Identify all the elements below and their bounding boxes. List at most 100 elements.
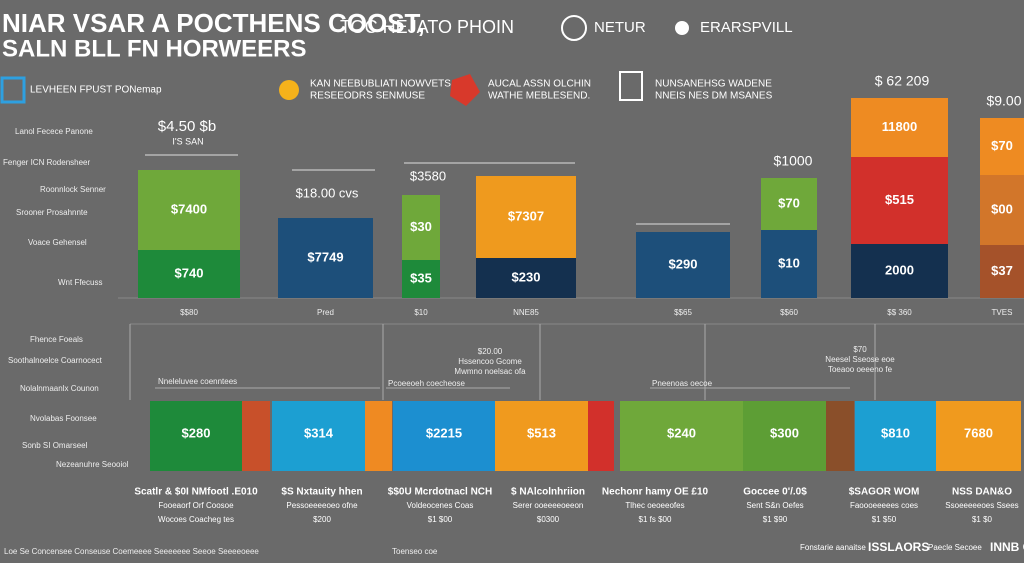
legend-text: LEVHEEN FPUST PONemap [30,85,162,96]
house-icon [0,76,26,104]
caption: $0300 [537,515,560,524]
caption: $$0U Mcrdotnacl NCH [388,487,492,498]
bar-annotation: $9.00 [986,93,1021,109]
side-label: Nvolabas Foonsee [30,414,97,423]
bar-segment [851,157,948,244]
legend-text: AUCAL ASSN OLCHIN [488,79,591,90]
x-label: $$80 [180,308,198,317]
annotation: Mwmno noelsac ofa [454,367,526,376]
bar-label: $515 [885,192,914,207]
bar-segment [476,176,576,258]
side-label: Roonnlock Senner [40,185,106,194]
x-label: Pred [317,308,334,317]
bar-annotation: $ 62 209 [875,73,930,89]
strip-segment [495,401,588,471]
bar-annotation: I'S SAN [172,136,203,146]
bar-annotation: $4.50 $b [158,118,216,135]
bar-segment [980,118,1024,175]
side-label: Lanol Fecece Panone [15,127,93,136]
footer-text: Fonstarie aanaitse [800,543,866,552]
center-heading: TOC HEJATO PHOIN [340,17,514,37]
side-label: Sonb SI Omarseel [22,441,88,450]
side-label: Wnt Ffecuss [58,278,102,287]
caption: Ssoeeeeeoes Ssees [945,501,1018,510]
bar-label: $70 [778,195,800,210]
caption: $1 fs $00 [639,515,672,524]
side-label: Fhence Foeals [30,335,83,344]
side-label: Voace Gehensel [28,238,87,247]
side-label: Nezeanuhre Seooiol [56,460,129,469]
nav-item[interactable]: ERARSPVILL [700,19,793,36]
nav-icon [561,15,587,41]
bar-label: $740 [175,265,204,280]
bar-segment [980,245,1024,298]
footer-text: INNB O [990,540,1024,554]
x-label: $$65 [674,308,692,317]
bar-label: $00 [991,201,1013,216]
title-line2: SALN BLL FN HORWEERS [2,35,306,62]
doc-icon [619,71,643,101]
legend-text: RESEEODRS SENMUSE [310,91,425,102]
bar-segment [138,250,240,298]
strip-label: $314 [304,425,334,440]
caption: $ NAlcolnhriion [511,487,585,498]
x-label: NNE85 [513,308,539,317]
footer-text: Toenseo coe [392,547,438,556]
bar-label: $7400 [171,201,207,216]
strip-label: $513 [527,425,556,440]
caption: Faoooeeeees coes [850,501,918,510]
legend-text: NNEIS NES DM MSANES [655,91,773,102]
caption: $1 $00 [428,515,453,524]
bar-segment [476,258,576,298]
bar-segment [636,232,730,298]
bar-annotation: $1000 [774,153,813,169]
bar-label: $7749 [307,249,343,264]
strip-segment [242,401,270,471]
bar-label: $7307 [508,208,544,223]
caption: Tlhec oeoeeofes [625,501,684,510]
strip-segment [743,401,826,471]
caption: Voldeocenes Coas [407,501,474,510]
strip-segment [393,401,495,471]
caption: $1 $0 [972,515,993,524]
bar-label: $37 [991,263,1013,278]
strip-label: 7680 [964,425,993,440]
bar-segment [761,230,817,298]
bar-segment [402,260,440,298]
caption: Nechonr hamy OE £10 [602,487,709,498]
bar-label: 11800 [882,119,917,134]
strip-segment [826,401,854,471]
caption: $1 $50 [872,515,897,524]
bar-segment [138,170,240,250]
footer-text: ISSLAORS [868,540,929,554]
caption: Scatlr & $0I NMfootl .E010 [134,487,258,498]
strip-segment [272,401,365,471]
side-label: Srooner Prosahnnte [16,208,88,217]
x-label: $$60 [780,308,798,317]
annotation: $20.00 [478,347,503,356]
nav-item[interactable]: NETUR [594,19,646,36]
footer-text: Paecle Secoee [928,543,982,552]
bar-segment [851,98,948,157]
annotation: Hssencoo Gcome [458,357,522,366]
strip-segment [936,401,1021,471]
x-label: $10 [414,308,428,317]
annotation: Pcoeeoeh coecheose [388,379,466,388]
bar-segment [761,178,817,230]
strip-segment [150,401,242,471]
annotation: Pneenoas oecoe [652,379,713,388]
strip-segment [365,401,392,471]
x-label: TVES [992,308,1013,317]
bar-annotation: $18.00 cvs [296,185,359,200]
content: LEVHEEN FPUST PONemap KAN NEEBUBLIATI NOW… [3,73,1024,556]
bar-segment [980,175,1024,245]
caption: $SAGOR WOM [849,487,920,498]
caption: $1 $90 [763,515,788,524]
caption: Pessoeeeeoeo ofne [286,501,358,510]
bar-label: $35 [410,270,432,285]
bar-segment [851,244,948,298]
annotation: Nneleluvee coenntees [158,377,237,386]
annotation: $70 [853,345,867,354]
strip-segment [620,401,743,471]
